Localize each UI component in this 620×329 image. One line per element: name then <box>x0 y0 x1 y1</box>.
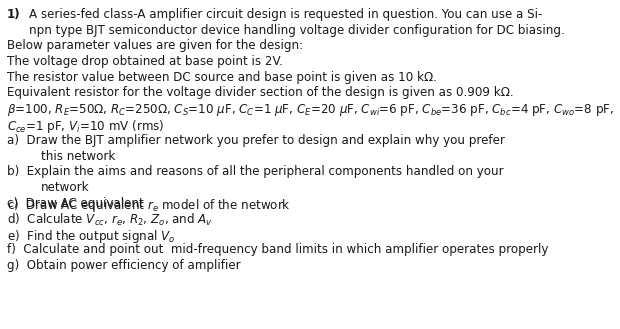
Text: $C_{ce}$=1 pF, $V_i$=10 mV (rms): $C_{ce}$=1 pF, $V_i$=10 mV (rms) <box>7 117 165 135</box>
Text: 1): 1) <box>6 8 20 21</box>
Text: b)  Explain the aims and reasons of all the peripheral components handled on you: b) Explain the aims and reasons of all t… <box>7 165 504 178</box>
Text: a)  Draw the BJT amplifier network you prefer to design and explain why you pref: a) Draw the BJT amplifier network you pr… <box>7 134 505 147</box>
Text: f)  Calculate and point out  mid-frequency band limits in which amplifier operat: f) Calculate and point out mid-frequency… <box>7 243 549 256</box>
Text: npn type BJT semiconductor device handling voltage divider configuration for DC : npn type BJT semiconductor device handli… <box>29 24 564 37</box>
Text: $\beta$=100, $R_E$=50$\Omega$, $R_C$=250$\Omega$, $C_S$=10 $\mu$F, $C_C$=1 $\mu$: $\beta$=100, $R_E$=50$\Omega$, $R_C$=250… <box>7 102 614 118</box>
Text: The resistor value between DC source and base point is given as 10 kΩ.: The resistor value between DC source and… <box>7 71 437 84</box>
Text: A series-fed class-A amplifier circuit design is requested in question. You can : A series-fed class-A amplifier circuit d… <box>29 8 542 21</box>
Text: network: network <box>41 181 89 194</box>
Text: c)  Draw AC equivalent $r_e$ model of the network: c) Draw AC equivalent $r_e$ model of the… <box>7 196 291 214</box>
Text: c)  Draw AC equivalent: c) Draw AC equivalent <box>7 196 148 210</box>
Text: d)  Calculate $V_{cc}$, $r_e$, $R_2$, $Z_o$, and $A_v$: d) Calculate $V_{cc}$, $r_e$, $R_2$, $Z_… <box>7 212 213 228</box>
Text: e)  Find the output signal $V_o$: e) Find the output signal $V_o$ <box>7 228 176 245</box>
Text: this network: this network <box>41 150 115 163</box>
Text: g)  Obtain power efficiency of amplifier: g) Obtain power efficiency of amplifier <box>7 259 241 272</box>
Text: The voltage drop obtained at base point is 2V.: The voltage drop obtained at base point … <box>7 55 283 68</box>
Text: Below parameter values are given for the design:: Below parameter values are given for the… <box>7 39 304 53</box>
Text: Equivalent resistor for the voltage divider section of the design is given as 0.: Equivalent resistor for the voltage divi… <box>7 86 514 99</box>
